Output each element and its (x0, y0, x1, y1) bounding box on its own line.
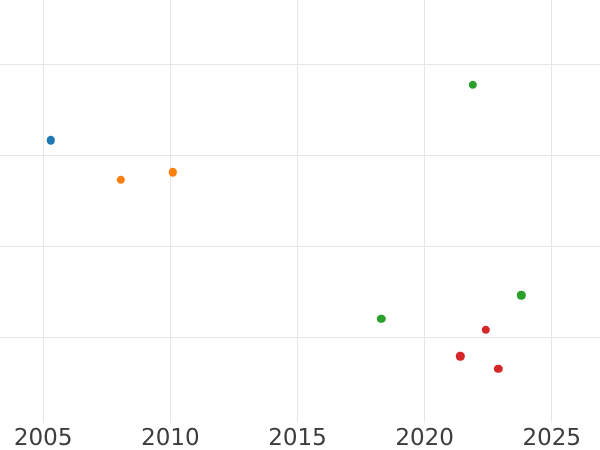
x-tick-label: 2005 (13, 425, 73, 450)
x-tick-label: 2010 (141, 425, 200, 450)
y-gridline (0, 63, 600, 65)
y-gridline (0, 336, 600, 338)
scatter-point-green (517, 290, 526, 300)
y-gridline (0, 245, 600, 247)
scatter-point-orange (168, 168, 178, 177)
scatter-point-orange (116, 175, 125, 184)
x-gridline (42, 0, 44, 423)
scatter-point-green (468, 80, 478, 90)
y-gridline (0, 154, 600, 156)
x-gridline (551, 0, 553, 423)
scatter-point-red (481, 325, 490, 334)
scatter-point-red (494, 364, 503, 374)
scatter-point-red (456, 351, 465, 361)
x-tick-label: 2025 (522, 425, 582, 450)
x-gridline (169, 0, 171, 423)
x-gridline (297, 0, 298, 423)
scatter-point-blue (46, 136, 56, 145)
scatter-point-green (377, 314, 386, 323)
x-gridline (424, 0, 426, 423)
x-tick-label: 2015 (268, 425, 327, 450)
x-tick-label: 2020 (395, 425, 454, 450)
